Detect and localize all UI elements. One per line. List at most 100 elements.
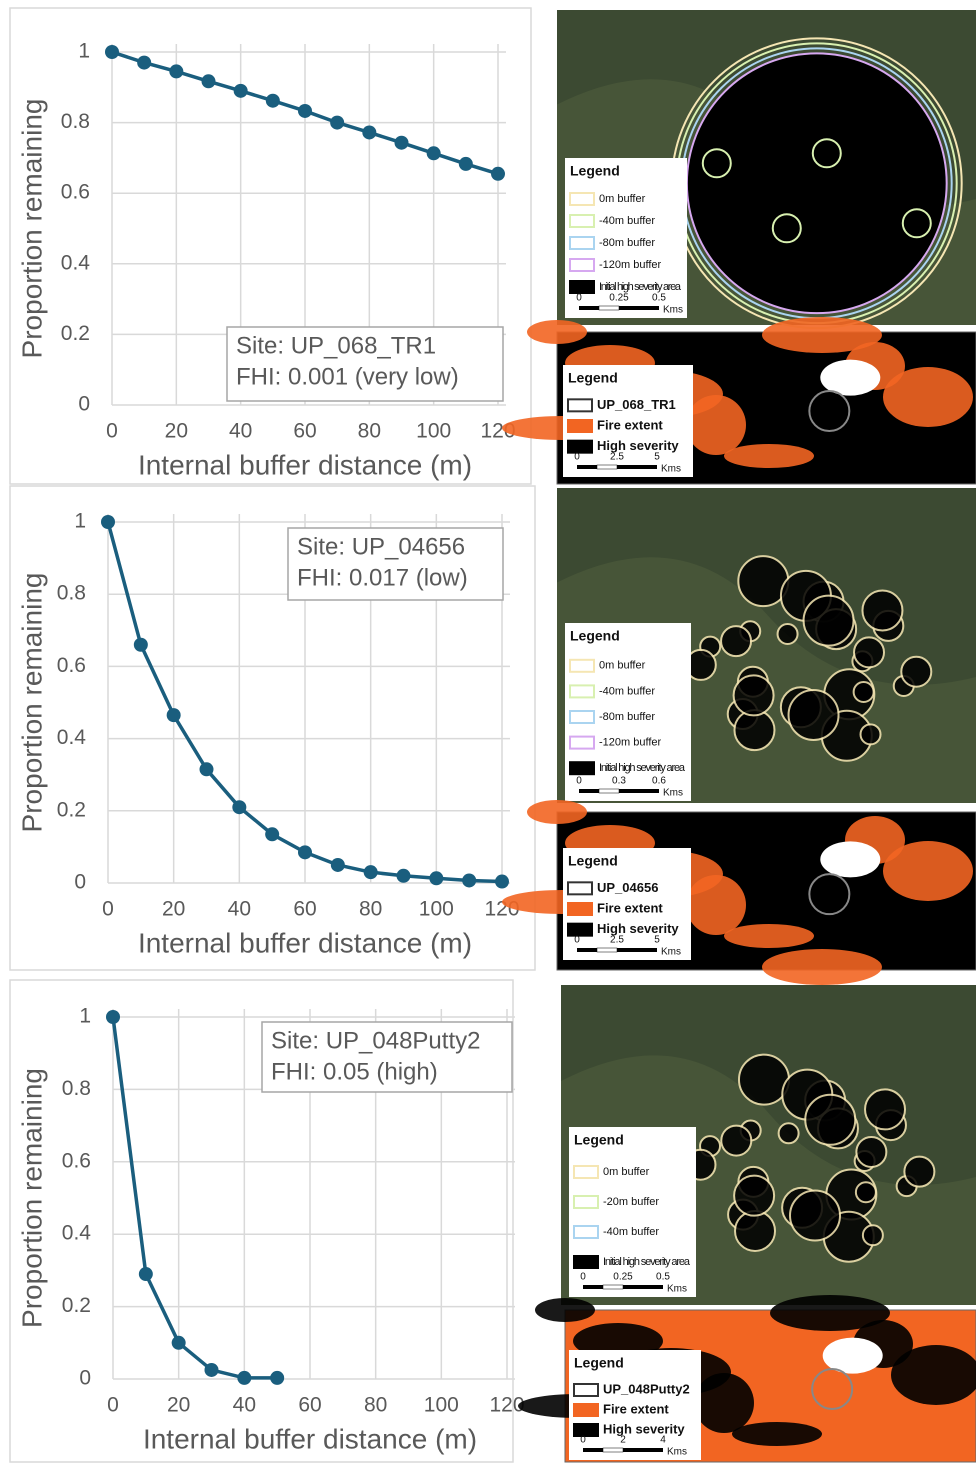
- y-tick-label: 0.8: [61, 110, 90, 133]
- legend-label: Fire extent: [597, 417, 663, 432]
- severity-patch: [779, 1123, 799, 1143]
- data-point: [167, 708, 181, 722]
- fire-patch: [535, 1298, 595, 1322]
- data-point: [202, 74, 216, 88]
- chart-panel: 02040608010012000.20.40.60.81Internal bu…: [10, 8, 531, 484]
- data-point: [298, 104, 312, 118]
- data-point: [169, 64, 183, 78]
- fire-patch: [724, 444, 814, 468]
- legend-title: Legend: [568, 370, 618, 386]
- legend-swatch: [568, 420, 592, 432]
- data-point: [200, 762, 214, 776]
- data-point: [139, 1267, 153, 1281]
- data-point: [429, 871, 443, 885]
- y-tick-label: 1: [78, 40, 90, 63]
- data-point: [101, 515, 115, 529]
- scale-bar-light: [599, 306, 619, 310]
- data-point: [237, 1371, 251, 1385]
- severity-patch: [854, 682, 874, 702]
- x-tick-label: 60: [293, 898, 316, 921]
- data-point: [270, 1371, 284, 1385]
- scale-label: 0: [576, 293, 582, 304]
- x-axis-title: Internal buffer distance (m): [138, 449, 472, 480]
- data-point: [427, 146, 441, 160]
- legend-swatch: [570, 281, 594, 293]
- x-tick-label: 0: [102, 898, 114, 921]
- severity-patch: [856, 1182, 876, 1202]
- severity-patch: [861, 724, 881, 744]
- legend-title: Legend: [574, 1132, 624, 1148]
- data-point: [105, 45, 119, 59]
- legend-label: -120m buffer: [599, 737, 662, 749]
- map-panel: Legend0m buffer-40m buffer-80m buffer-12…: [502, 10, 976, 484]
- legend-label: UP_04656: [597, 880, 658, 895]
- scale-bar-light: [603, 1448, 623, 1452]
- legend-swatch: [568, 924, 592, 936]
- fire-patch: [883, 841, 973, 901]
- x-axis-title: Internal buffer distance (m): [138, 927, 472, 958]
- legend-swatch: [570, 259, 594, 271]
- buffer-ring: [687, 53, 947, 313]
- x-tick-label: 60: [298, 1394, 321, 1417]
- legend-swatch: [574, 1166, 598, 1178]
- legend-label: UP_048Putty2: [603, 1381, 690, 1396]
- y-tick-label: 0: [79, 1367, 91, 1390]
- scale-label: 0: [574, 935, 580, 946]
- scale-label: Kms: [661, 947, 681, 958]
- scale-label: 0.5: [652, 293, 666, 304]
- legend-swatch: [570, 711, 594, 723]
- legend-swatch: [570, 685, 594, 697]
- x-axis-title: Internal buffer distance (m): [143, 1423, 477, 1454]
- page: 02040608010012000.20.40.60.81Internal bu…: [0, 0, 976, 1469]
- scale-label: 5: [654, 935, 660, 946]
- legend-title: Legend: [568, 853, 618, 869]
- y-tick-label: 0.2: [57, 798, 86, 821]
- scale-label: 0.6: [652, 776, 666, 787]
- severity-patch: [904, 1157, 934, 1187]
- legend-label: 0m buffer: [603, 1166, 650, 1178]
- y-tick-label: 0.4: [57, 726, 87, 749]
- legend-label: 0m buffer: [599, 193, 646, 205]
- fire-patch: [686, 875, 746, 935]
- data-point: [364, 865, 378, 879]
- scale-label: 0.5: [656, 1272, 670, 1283]
- legend-swatch: [568, 399, 592, 411]
- x-tick-label: 80: [358, 420, 381, 443]
- annotation: Site: UP_04656: [297, 533, 465, 560]
- scale-label: Kms: [663, 305, 683, 316]
- data-point: [395, 136, 409, 150]
- x-tick-label: 40: [228, 898, 251, 921]
- scale-label: 0.25: [609, 293, 629, 304]
- scale-label: 2.5: [610, 452, 624, 463]
- scale-bar-light: [597, 465, 617, 469]
- scale-label: 0: [576, 776, 582, 787]
- scale-label: 2.5: [610, 935, 624, 946]
- annotation: FHI: 0.001 (very low): [236, 363, 459, 390]
- annotation: FHI: 0.05 (high): [271, 1058, 438, 1085]
- legend-swatch: [574, 1424, 598, 1436]
- data-point: [232, 800, 246, 814]
- legend-swatch: [568, 441, 592, 453]
- legend-label: Initial high severity area: [599, 281, 682, 293]
- data-point: [172, 1336, 186, 1350]
- y-tick-label: 0.4: [62, 1222, 92, 1245]
- severity-patch: [901, 657, 931, 687]
- data-point: [134, 638, 148, 652]
- data-point: [491, 167, 505, 181]
- annotation: Site: UP_048Putty2: [271, 1027, 480, 1054]
- y-axis-title: Proportion remaining: [16, 1068, 47, 1328]
- data-point: [298, 845, 312, 859]
- data-point: [331, 858, 345, 872]
- legend-swatch: [568, 882, 592, 894]
- legend-label: -20m buffer: [603, 1196, 659, 1208]
- data-point: [459, 157, 473, 171]
- severity-patch: [790, 1191, 840, 1241]
- y-tick-label: 0.2: [61, 322, 90, 345]
- severity-patch: [721, 1126, 751, 1156]
- legend-label: Fire extent: [603, 1401, 669, 1416]
- data-point: [205, 1363, 219, 1377]
- severity-patch: [862, 590, 902, 630]
- fire-patch: [732, 1422, 822, 1446]
- y-tick-label: 0.6: [61, 181, 90, 204]
- scale-label: Kms: [667, 1447, 687, 1458]
